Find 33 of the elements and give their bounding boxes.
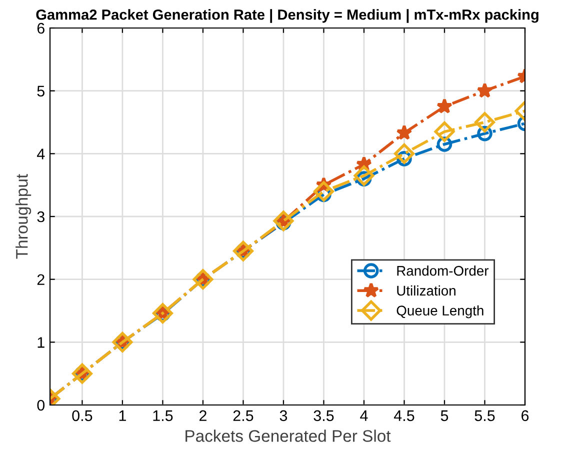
- x-axis-title: Packets Generated Per Slot: [186, 430, 391, 442]
- x-tick-label: 5: [440, 410, 448, 422]
- point: [314, 181, 334, 202]
- legend-label: Random-Order: [397, 266, 489, 276]
- y-tick-label: 5: [37, 86, 44, 97]
- x-tick-label: 3.5: [314, 410, 334, 422]
- x-tick-label: 5.5: [474, 410, 495, 422]
- x-tick-label: 0.5: [72, 410, 92, 422]
- x-tick-label: 1: [119, 410, 126, 421]
- y-tick-label: 0: [37, 400, 45, 411]
- x-tick-label: 2: [199, 410, 206, 421]
- x-tick-label: 3: [280, 410, 288, 422]
- y-tick-label: 6: [37, 22, 44, 34]
- legend-label: Utilization: [397, 285, 456, 296]
- point: [354, 165, 374, 186]
- y-tick-label: 1: [38, 337, 44, 348]
- point: [474, 112, 495, 132]
- y-tick-label: 4: [36, 148, 45, 160]
- x-tick-label: 6: [522, 410, 529, 422]
- x-tick-label: 4: [360, 410, 368, 421]
- y-tick-label: 3: [37, 211, 44, 222]
- point: [394, 143, 414, 164]
- point: [476, 82, 493, 98]
- chart-title: Gamma2 Packet Generation Rate | Density = Medium | mTx-mRx packing: [36, 9, 538, 23]
- legend-label: Queue Length: [396, 305, 484, 318]
- point: [434, 121, 455, 142]
- x-tick-label: 2.5: [233, 410, 254, 422]
- y-tick-label: 2: [37, 274, 44, 285]
- x-tick-label: 1.5: [153, 410, 173, 422]
- point: [436, 98, 452, 114]
- x-tick-label: 4.5: [394, 410, 414, 422]
- y-axis-title: Throughput: [16, 174, 32, 259]
- point: [396, 124, 412, 140]
